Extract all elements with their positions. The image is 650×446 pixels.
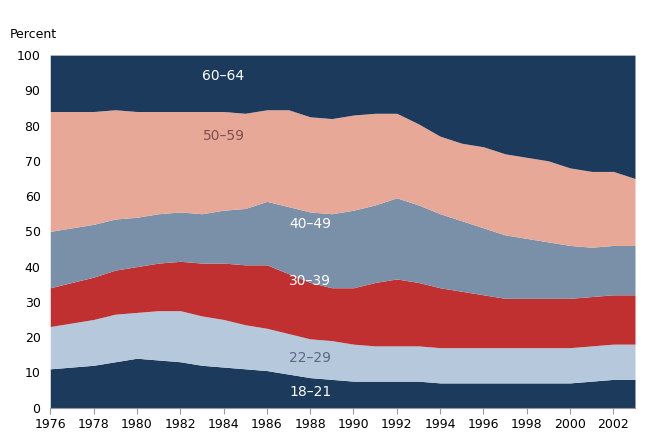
Text: Percent: Percent	[9, 28, 57, 41]
Text: 22–29: 22–29	[289, 351, 331, 365]
Text: 40–49: 40–49	[289, 217, 331, 231]
Text: 30–39: 30–39	[289, 274, 331, 288]
Text: 18–21: 18–21	[289, 385, 332, 399]
Text: 60–64: 60–64	[202, 69, 244, 83]
Text: 50–59: 50–59	[203, 129, 244, 143]
